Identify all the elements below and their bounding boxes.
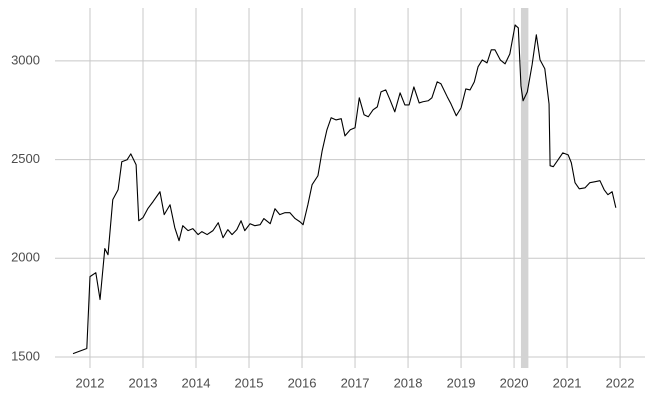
x-tick-label: 2019 <box>447 375 476 390</box>
x-tick-label: 2015 <box>235 375 264 390</box>
x-tick-label: 2013 <box>129 375 158 390</box>
x-tick-label: 2012 <box>76 375 105 390</box>
y-tick-label: 2500 <box>11 151 40 166</box>
x-tick-label: 2017 <box>341 375 370 390</box>
x-tick-label: 2020 <box>500 375 529 390</box>
y-tick-label: 2000 <box>11 250 40 265</box>
y-tick-label: 1500 <box>11 348 40 363</box>
x-tick-label: 2018 <box>394 375 423 390</box>
x-tick-label: 2016 <box>288 375 317 390</box>
y-tick-label: 3000 <box>11 52 40 67</box>
x-tick-label: 2021 <box>553 375 582 390</box>
x-tick-label: 2022 <box>606 375 635 390</box>
x-tick-label: 2014 <box>182 375 211 390</box>
shaded-period <box>520 8 529 368</box>
line <box>72 24 617 355</box>
